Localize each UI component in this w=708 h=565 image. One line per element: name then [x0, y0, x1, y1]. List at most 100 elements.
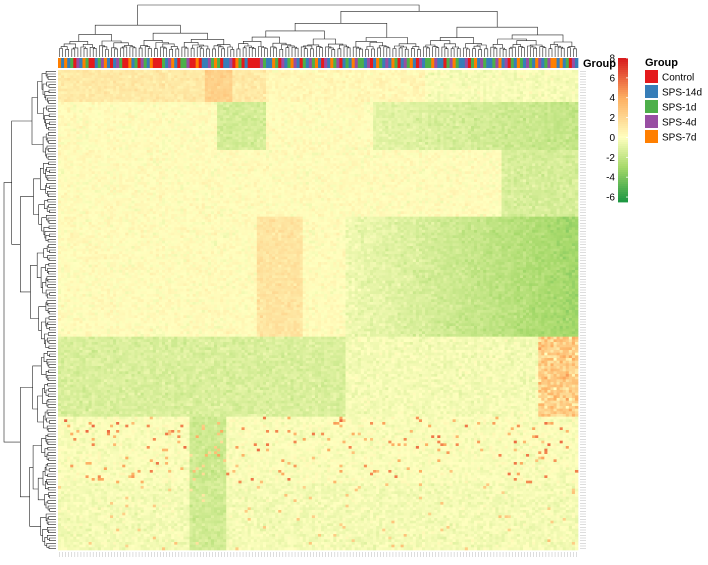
heatmap-cell	[189, 72, 193, 76]
heatmap-cell	[299, 86, 304, 90]
heatmap-cell	[535, 86, 539, 90]
heatmap-cell	[174, 136, 178, 140]
heatmap-cell	[204, 107, 209, 111]
heatmap-cell	[385, 110, 389, 114]
heatmap-cell	[198, 99, 203, 103]
heatmap-cell	[532, 136, 536, 140]
heatmap-cell	[183, 72, 187, 76]
heatmap-cell	[146, 107, 151, 111]
heatmap-cell	[327, 88, 331, 92]
heatmap-cell	[360, 134, 365, 138]
heatmap-cell	[370, 99, 374, 103]
heatmap-cell	[574, 102, 579, 106]
heatmap-cell	[526, 91, 530, 95]
heatmap-cell	[486, 112, 490, 116]
heatmap-cell	[76, 99, 80, 103]
heatmap-cell	[201, 110, 206, 114]
heatmap-cell	[553, 83, 557, 87]
heatmap-cell	[229, 70, 233, 74]
heatmap-cell	[394, 128, 398, 132]
dendrogram-branch	[456, 48, 461, 57]
heatmap-cell	[434, 123, 438, 127]
heatmap-cell	[183, 120, 187, 124]
heatmap-cell	[119, 91, 123, 95]
heatmap-cell	[470, 120, 475, 124]
heatmap-cell	[336, 80, 340, 84]
heatmap-cell	[100, 110, 105, 114]
heatmap-cell	[125, 104, 129, 108]
heatmap-cell	[431, 91, 435, 95]
heatmap-cell	[269, 128, 273, 132]
heatmap-cell	[165, 96, 169, 100]
heatmap-cell	[143, 83, 148, 87]
annotation-cell	[253, 58, 258, 68]
heatmap-cell	[556, 99, 560, 103]
heatmap-cell	[113, 120, 117, 124]
heatmap-cell	[281, 131, 285, 135]
heatmap-cell	[284, 115, 288, 119]
heatmap-cell	[568, 99, 573, 103]
heatmap-cell	[100, 136, 105, 140]
heatmap-cell	[480, 94, 484, 98]
heatmap-cell	[223, 70, 227, 74]
heatmap-cell	[207, 118, 212, 122]
heatmap-cell	[131, 123, 135, 127]
heatmap-cell	[373, 72, 377, 76]
heatmap-cell	[516, 128, 521, 132]
annotation-cell	[290, 58, 294, 68]
heatmap-cell	[122, 94, 126, 98]
heatmap-cell	[559, 120, 564, 124]
annotation-cell	[247, 58, 252, 68]
heatmap-cell	[269, 110, 273, 114]
heatmap-cell	[342, 72, 346, 76]
heatmap-cell	[220, 115, 224, 119]
heatmap-cell	[152, 75, 157, 79]
annotation-cell	[103, 58, 108, 68]
heatmap-cell	[437, 112, 441, 116]
heatmap-cell	[174, 110, 178, 114]
heatmap-cell	[244, 75, 248, 79]
heatmap-cell	[324, 70, 328, 74]
heatmap-cell	[422, 118, 426, 122]
heatmap-cell	[302, 136, 307, 140]
heatmap-cell	[336, 131, 340, 135]
heatmap-cell	[513, 99, 518, 103]
heatmap-cell	[412, 104, 417, 108]
heatmap-cell	[474, 118, 478, 122]
heatmap-cell	[519, 118, 524, 122]
heatmap-cell	[82, 75, 86, 79]
heatmap-cell	[483, 83, 487, 87]
heatmap-cell	[250, 86, 255, 90]
heatmap-cell	[370, 128, 374, 132]
heatmap-cell	[354, 110, 359, 114]
heatmap-cell	[177, 104, 181, 108]
heatmap-cell	[275, 83, 279, 87]
heatmap-cell	[201, 72, 206, 76]
heatmap-cell	[272, 126, 276, 130]
heatmap-cell	[85, 104, 89, 108]
heatmap-cell	[94, 139, 99, 143]
heatmap-cell	[235, 104, 239, 108]
heatmap-cell	[110, 131, 114, 135]
heatmap-cell	[382, 86, 386, 90]
heatmap-cell	[314, 86, 319, 90]
heatmap-cell	[357, 104, 362, 108]
heatmap-cell	[498, 128, 502, 132]
heatmap-cell	[272, 118, 276, 122]
dendrogram-branch	[43, 163, 49, 174]
heatmap-cell	[195, 96, 200, 100]
heatmap-cell	[134, 110, 138, 114]
annotation-cell	[406, 58, 411, 68]
heatmap-cell	[327, 75, 331, 79]
heatmap-cell	[370, 83, 374, 87]
heatmap-cell	[119, 128, 123, 132]
heatmap-cell	[422, 120, 426, 124]
heatmap-cell	[495, 118, 499, 122]
heatmap-cell	[339, 99, 343, 103]
heatmap-cell	[452, 102, 456, 106]
heatmap-cell	[229, 78, 233, 82]
heatmap-cell	[363, 102, 368, 106]
heatmap-cell	[480, 102, 484, 106]
heatmap-cell	[412, 123, 417, 127]
heatmap-cell	[568, 115, 573, 119]
